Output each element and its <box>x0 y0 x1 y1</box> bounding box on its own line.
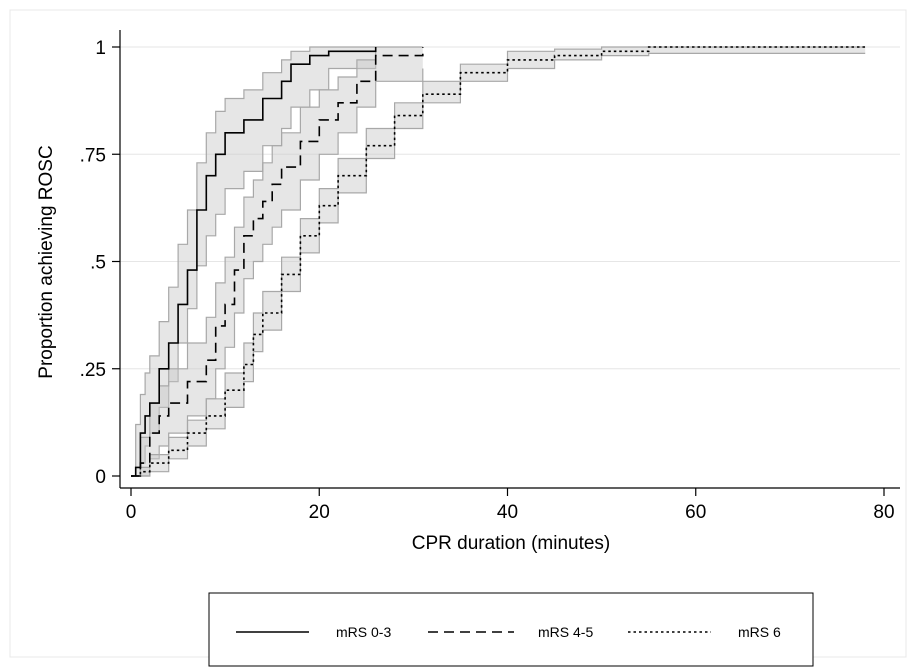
y-tick-label-3: .75 <box>80 145 106 166</box>
axes <box>119 30 900 489</box>
series-lines <box>131 46 866 477</box>
x-tick-label-1: 20 <box>309 502 330 523</box>
x-tick-label-2: 40 <box>497 502 518 523</box>
x-tick-label-0: 0 <box>126 502 137 523</box>
legend-label-1: mRS 0-3 <box>336 624 391 640</box>
series-line-2 <box>131 47 424 477</box>
y-tick-label-4: 1 <box>95 38 106 59</box>
ci-upper-3 <box>131 46 866 477</box>
ci-upper-2 <box>131 46 423 477</box>
legend-label-2: mRS 4-5 <box>538 624 593 640</box>
series-line-1 <box>131 47 377 477</box>
y-tick-label-1: .25 <box>80 360 106 381</box>
legend-box <box>208 592 814 667</box>
x-tick-label-3: 60 <box>685 502 706 523</box>
ci-lower-3 <box>131 52 866 477</box>
y-ticks: 0 .25 .5 .75 1 <box>80 38 120 488</box>
ci-upper-1 <box>131 46 376 477</box>
series-line-3 <box>131 46 866 477</box>
ci-band-2 <box>131 47 423 476</box>
x-axis-title: CPR duration (minutes) <box>412 533 611 554</box>
legend-label-3: mRS 6 <box>738 624 781 640</box>
y-tick-label-2: .5 <box>90 253 106 274</box>
y-axis-title: Proportion achieving ROSC <box>36 145 57 378</box>
y-tick-label-0: 0 <box>95 467 106 488</box>
x-tick-label-4: 80 <box>873 502 894 523</box>
x-ticks: 0 20 40 60 80 <box>126 488 895 523</box>
gridlines <box>120 46 900 370</box>
legend: mRS 0-3 mRS 4-5 mRS 6 <box>208 592 814 667</box>
